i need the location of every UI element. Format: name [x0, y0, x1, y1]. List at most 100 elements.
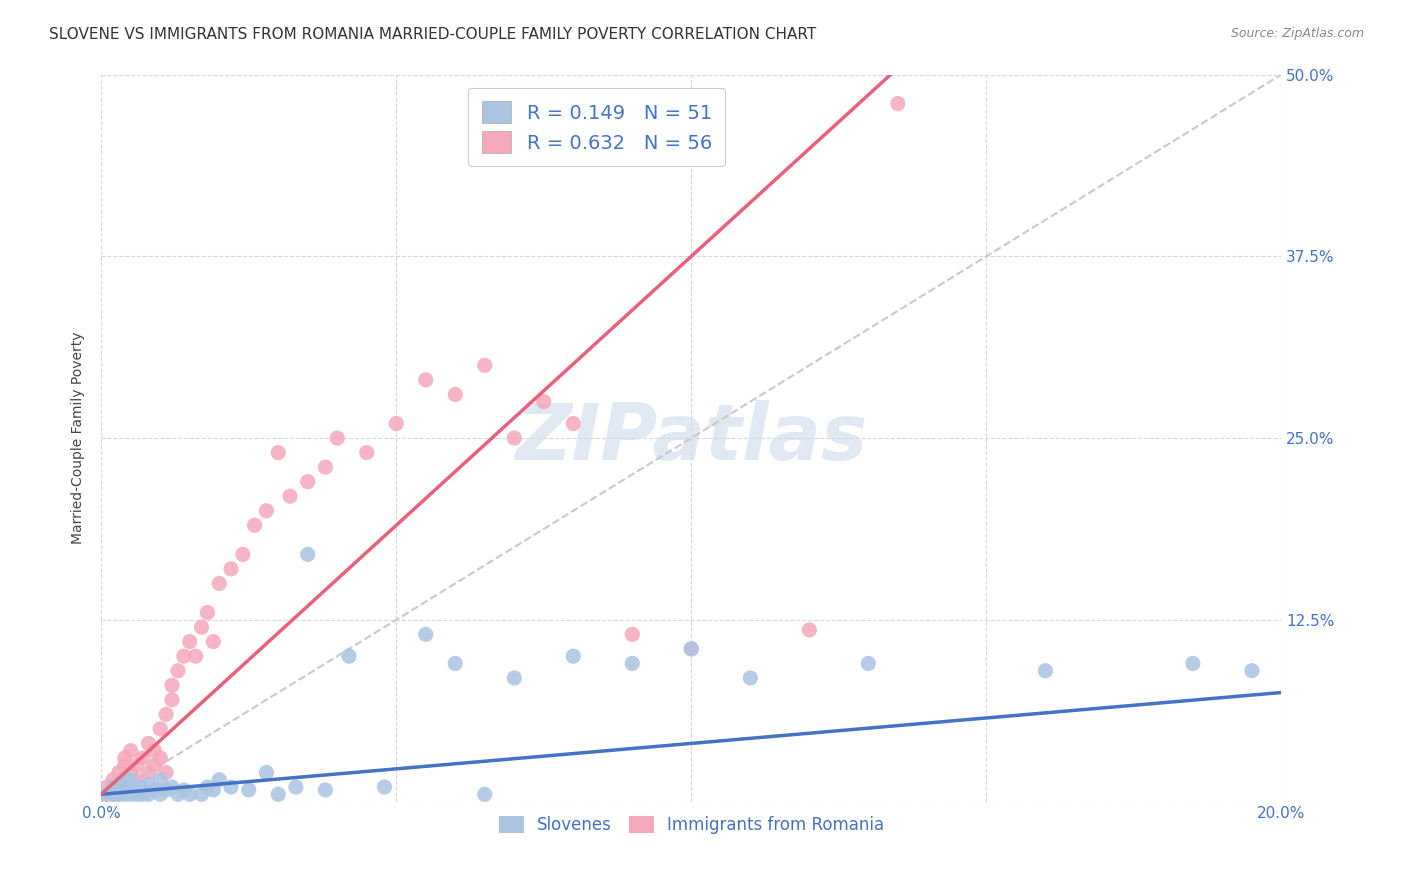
Point: [190, 787, 212, 801]
Point: [208, 772, 231, 787]
Point: [101, 780, 124, 794]
Point: [108, 777, 131, 791]
Point: [326, 431, 349, 445]
Point: [138, 736, 160, 750]
Point: [681, 641, 703, 656]
Point: [740, 671, 762, 685]
Point: [173, 783, 195, 797]
Y-axis label: Married-Couple Family Poverty: Married-Couple Family Poverty: [72, 332, 86, 544]
Point: [415, 373, 437, 387]
Point: [238, 783, 260, 797]
Point: [155, 783, 177, 797]
Point: [120, 772, 142, 787]
Point: [385, 417, 408, 431]
Point: [887, 96, 910, 111]
Point: [297, 475, 319, 489]
Point: [562, 649, 585, 664]
Text: ZIPatlas: ZIPatlas: [515, 400, 868, 476]
Point: [131, 751, 153, 765]
Point: [108, 787, 131, 801]
Point: [232, 547, 254, 561]
Point: [125, 787, 148, 801]
Point: [533, 394, 555, 409]
Point: [149, 722, 172, 736]
Point: [167, 787, 190, 801]
Point: [125, 783, 148, 797]
Point: [219, 562, 242, 576]
Point: [108, 787, 131, 801]
Point: [96, 780, 118, 794]
Point: [160, 678, 183, 692]
Point: [562, 417, 585, 431]
Point: [621, 627, 644, 641]
Point: [173, 649, 195, 664]
Point: [190, 620, 212, 634]
Point: [120, 780, 142, 794]
Text: Source: ZipAtlas.com: Source: ZipAtlas.com: [1230, 27, 1364, 40]
Point: [149, 787, 172, 801]
Point: [101, 787, 124, 801]
Point: [444, 657, 467, 671]
Point: [858, 657, 880, 671]
Point: [1240, 664, 1263, 678]
Point: [108, 783, 131, 797]
Point: [120, 744, 142, 758]
Point: [125, 758, 148, 772]
Point: [256, 765, 278, 780]
Point: [1181, 657, 1204, 671]
Point: [108, 780, 131, 794]
Point: [125, 772, 148, 787]
Point: [101, 772, 124, 787]
Point: [297, 547, 319, 561]
Point: [131, 780, 153, 794]
Point: [267, 787, 290, 801]
Point: [314, 783, 336, 797]
Point: [138, 777, 160, 791]
Point: [243, 518, 266, 533]
Point: [284, 780, 307, 794]
Point: [799, 623, 821, 637]
Point: [179, 634, 201, 648]
Point: [444, 387, 467, 401]
Point: [267, 445, 290, 459]
Point: [96, 787, 118, 801]
Point: [131, 787, 153, 801]
Point: [256, 504, 278, 518]
Point: [681, 641, 703, 656]
Point: [356, 445, 378, 459]
Point: [138, 765, 160, 780]
Point: [474, 359, 496, 373]
Point: [120, 780, 142, 794]
Point: [337, 649, 360, 664]
Point: [160, 780, 183, 794]
Point: [208, 576, 231, 591]
Point: [167, 664, 190, 678]
Point: [114, 787, 136, 801]
Point: [202, 783, 225, 797]
Point: [143, 744, 166, 758]
Point: [155, 707, 177, 722]
Point: [143, 758, 166, 772]
Point: [197, 780, 219, 794]
Point: [114, 758, 136, 772]
Point: [114, 772, 136, 787]
Point: [114, 772, 136, 787]
Point: [179, 787, 201, 801]
Point: [96, 787, 118, 801]
Point: [114, 751, 136, 765]
Point: [149, 772, 172, 787]
Point: [197, 606, 219, 620]
Point: [278, 489, 301, 503]
Point: [503, 671, 526, 685]
Legend: Slovenes, Immigrants from Romania: Slovenes, Immigrants from Romania: [489, 806, 894, 844]
Point: [131, 780, 153, 794]
Point: [1035, 664, 1057, 678]
Point: [373, 780, 395, 794]
Point: [219, 780, 242, 794]
Point: [149, 751, 172, 765]
Point: [160, 693, 183, 707]
Point: [415, 627, 437, 641]
Point: [474, 787, 496, 801]
Point: [184, 649, 207, 664]
Point: [120, 787, 142, 801]
